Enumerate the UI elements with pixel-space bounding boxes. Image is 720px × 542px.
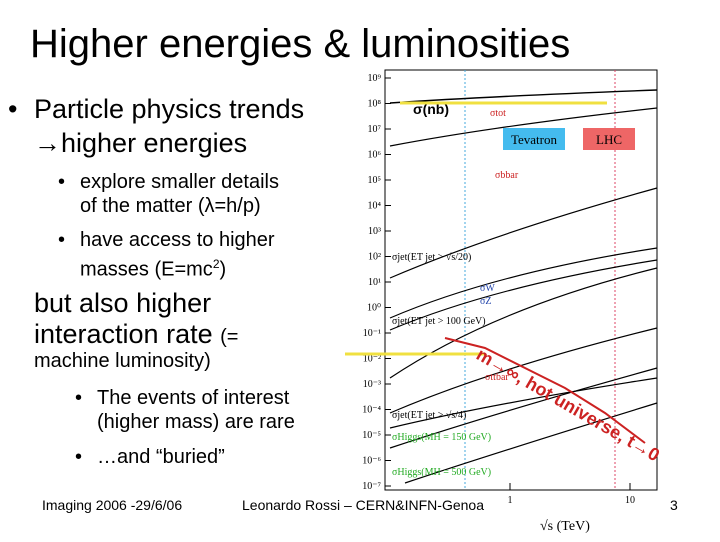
sigma-jet-s4-curve bbox=[389, 377, 658, 429]
sigma-tot-curve bbox=[389, 89, 658, 104]
sub3-line2: (higher mass) are rare bbox=[97, 411, 295, 433]
footer-center: Leonardo Rossi – CERN&INFN-Genoa bbox=[242, 497, 484, 513]
sigma-higgs-150-curve bbox=[389, 367, 658, 449]
y-tick-label: 10³ bbox=[368, 226, 381, 237]
label-sigma-jet-100: σjet(ET jet > 100 GeV) bbox=[392, 316, 486, 327]
but-also-text: but also higher interaction rate (= bbox=[34, 288, 238, 353]
tevatron-box bbox=[503, 128, 565, 150]
page-number: 3 bbox=[670, 497, 678, 513]
sub2-end: ) bbox=[219, 258, 227, 281]
sigma-jet-100-curve bbox=[389, 267, 658, 379]
sub-bullet-1: • explore smaller details of the matter … bbox=[58, 170, 279, 218]
main-bullet-line1: Particle physics trends bbox=[34, 94, 305, 124]
sub4-text: …and “buried” bbox=[97, 446, 225, 468]
but-line2: interaction rate bbox=[34, 319, 213, 349]
label-sigma-ttbar: σttbar bbox=[485, 372, 509, 383]
sigma-higgs-500-curve bbox=[404, 402, 658, 484]
sub1-line2: of the matter (λ=h/p) bbox=[80, 195, 261, 217]
sigma-nb-label: σ(nb) bbox=[413, 101, 449, 117]
page-title: Higher energies & luminosities bbox=[30, 22, 571, 66]
y-tick-label: 10⁻⁶ bbox=[362, 456, 381, 467]
y-tick-label: 10⁴ bbox=[368, 201, 382, 212]
label-sigma-higgs-500: σHiggs(MH = 500 GeV) bbox=[392, 467, 491, 478]
y-tick-label: 10⁻¹ bbox=[363, 328, 381, 339]
label-sigma-bbar: σbbar bbox=[495, 170, 519, 181]
label-sigma-jet-s4: σjet(ET jet > √s/4) bbox=[392, 410, 466, 421]
bullet-dot: • bbox=[8, 94, 18, 124]
sigma-z-curve bbox=[389, 259, 658, 331]
label-sigma-tot: σtot bbox=[490, 108, 506, 119]
sigma-ttbar-curve bbox=[389, 327, 658, 414]
y-ticks: 10⁹ 10⁸ 10⁷ 10⁶ 10⁵ 10⁴ 10³ 10² 10¹ 10⁰ 10⁻¹ 10⁻² 10… bbox=[362, 73, 391, 492]
x-tick-label-1: 1 bbox=[508, 495, 513, 506]
sub-bullet-4: • …and “buried” bbox=[75, 445, 225, 469]
but-paren: (= bbox=[220, 326, 239, 348]
sub2-line2: masses (E=mc bbox=[80, 258, 213, 281]
y-tick-label: 10² bbox=[368, 252, 381, 263]
arrow-right-icon: → bbox=[34, 128, 61, 158]
y-tick-label: 10⁰ bbox=[367, 303, 381, 314]
sub2-line1: have access to higher bbox=[80, 229, 275, 251]
hot-universe-arrow bbox=[444, 337, 646, 444]
label-sigma-z: σZ bbox=[480, 296, 492, 307]
cross-section-plot: 10⁹ 10⁸ 10⁷ 10⁶ 10⁵ 10⁴ 10³ 10² 10¹ 10⁰ 10⁻¹ 10⁻² 10… bbox=[345, 69, 663, 534]
y-tick-label: 10⁹ bbox=[368, 73, 382, 84]
y-tick-label: 10¹ bbox=[368, 277, 381, 288]
y-tick-label: 10⁻⁵ bbox=[362, 430, 381, 441]
sigma-bbar-curve bbox=[389, 107, 658, 147]
sigma-jet-s20-curve bbox=[389, 187, 658, 279]
bullet-dot: • bbox=[75, 387, 83, 409]
main-bullet: • Particle physics trends →higher energie… bbox=[8, 92, 304, 160]
label-sigma-w: σW bbox=[480, 283, 495, 294]
sub2-sup: 2 bbox=[212, 257, 220, 271]
y-tick-label: 10⁻² bbox=[363, 354, 381, 365]
bullet-dot: • bbox=[58, 229, 66, 251]
sub3-line1: The events of interest bbox=[97, 387, 290, 409]
sigma-w-curve bbox=[389, 247, 658, 319]
y-tick-label: 10⁶ bbox=[368, 150, 382, 161]
footer-left: Imaging 2006 -29/6/06 bbox=[42, 497, 183, 513]
bullet-dot: • bbox=[58, 171, 66, 193]
lhc-label: LHC bbox=[596, 132, 622, 147]
y-tick-label: 10⁷ bbox=[368, 124, 382, 135]
tevatron-label: Tevatron bbox=[511, 132, 558, 147]
but-line1: but also higher bbox=[34, 288, 212, 318]
sub-bullet-2: • have access to higher masses (E=mc2) bbox=[58, 228, 275, 282]
label-sigma-jet-s20: σjet(ET jet > √s/20) bbox=[392, 252, 471, 263]
lhc-box bbox=[583, 128, 635, 150]
but-line3: machine luminosity) bbox=[34, 350, 211, 372]
bullet-dot: • bbox=[75, 446, 83, 468]
y-tick-label: 10⁸ bbox=[368, 99, 382, 110]
label-sigma-higgs-150: σHiggs(MH = 150 GeV) bbox=[392, 432, 491, 443]
x-tick-label-10: 10 bbox=[625, 495, 635, 506]
y-tick-label: 10⁻⁷ bbox=[362, 481, 381, 492]
sub-bullet-3: • The events of interest (higher mass) a… bbox=[75, 386, 295, 434]
sub1-line1: explore smaller details bbox=[80, 171, 279, 193]
x-axis-label: √s (TeV) bbox=[540, 519, 590, 534]
main-bullet-line2: higher energies bbox=[61, 128, 248, 158]
y-tick-label: 10⁻⁴ bbox=[362, 405, 381, 416]
y-tick-label: 10⁵ bbox=[368, 175, 382, 186]
y-tick-label: 10⁻³ bbox=[363, 379, 381, 390]
